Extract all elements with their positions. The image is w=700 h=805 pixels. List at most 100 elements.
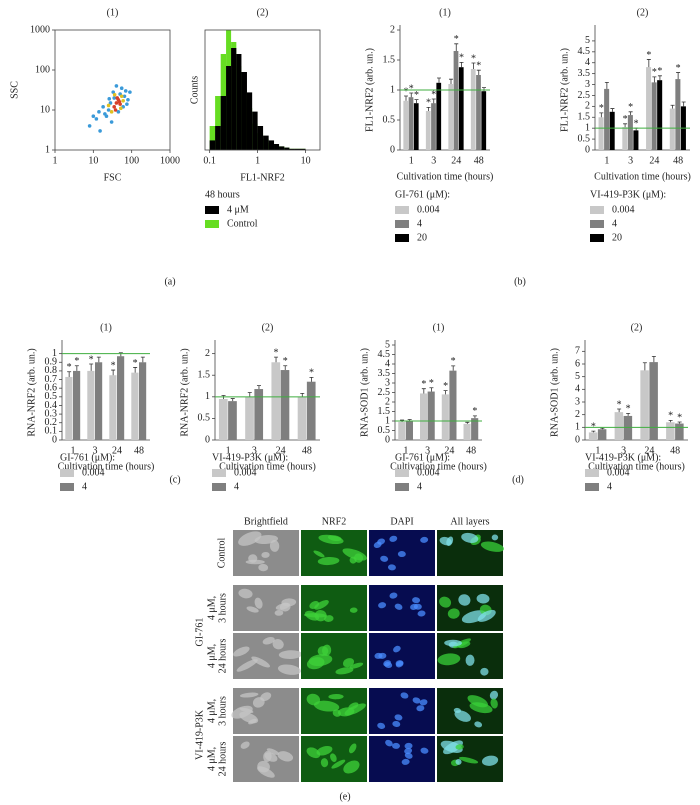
cell bbox=[444, 639, 462, 647]
significance-mark: * bbox=[89, 354, 94, 365]
bar bbox=[604, 88, 610, 150]
cell bbox=[348, 702, 359, 710]
bar bbox=[470, 69, 476, 150]
histogram-bar bbox=[268, 140, 275, 150]
scatter-point bbox=[117, 100, 122, 104]
cell bbox=[313, 700, 340, 712]
error-bar bbox=[628, 111, 633, 116]
bar bbox=[666, 422, 675, 440]
x-axis-label: Cultivation time (hours) bbox=[58, 461, 155, 472]
bar bbox=[420, 393, 428, 440]
legend-swatch bbox=[590, 206, 604, 214]
cell bbox=[349, 662, 364, 669]
significance-mark: * bbox=[404, 86, 409, 97]
cell bbox=[420, 536, 429, 543]
significance-mark: * bbox=[617, 399, 622, 410]
y-tick-label: 0 bbox=[385, 434, 390, 445]
y-tick-label: 0.9 bbox=[45, 357, 58, 368]
cell bbox=[461, 532, 479, 543]
cell bbox=[343, 760, 360, 774]
error-bar bbox=[681, 101, 686, 107]
cell bbox=[277, 751, 294, 762]
histogram-bar bbox=[289, 148, 295, 150]
x-axis-label: FL1-NRF2 bbox=[240, 172, 284, 183]
y-tick-label: 1 bbox=[575, 422, 580, 433]
y-tick-label: 0.6 bbox=[45, 382, 58, 393]
cell bbox=[374, 652, 383, 659]
y-tick-label: 2 bbox=[390, 24, 395, 35]
significance-mark: * bbox=[409, 83, 414, 94]
significance-mark: * bbox=[634, 118, 639, 129]
x-tick-label: 3 bbox=[628, 155, 633, 166]
bar bbox=[633, 130, 639, 150]
error-bar bbox=[454, 43, 459, 51]
y-axis-label: RNA-NRF2 (arb. un.) bbox=[26, 348, 37, 436]
histogram-bar bbox=[263, 135, 269, 150]
cell bbox=[309, 600, 320, 609]
cell bbox=[477, 609, 496, 622]
scatter-point bbox=[97, 110, 101, 114]
cell bbox=[320, 758, 329, 768]
bar bbox=[622, 127, 628, 150]
scatter-point bbox=[116, 110, 121, 114]
x-tick-label: 24 bbox=[451, 155, 461, 166]
chart-title: (2) bbox=[631, 322, 643, 333]
cell bbox=[480, 667, 489, 676]
x-tick-label: 48 bbox=[670, 445, 680, 456]
x-tick-label: 1 bbox=[255, 155, 260, 166]
cell bbox=[395, 660, 404, 667]
error-bar bbox=[404, 95, 408, 101]
x-tick-label: 24 bbox=[644, 445, 654, 456]
scatter-point bbox=[108, 101, 113, 105]
legend-swatch bbox=[590, 220, 604, 228]
x-axis-label: Cultivation time (hours) bbox=[594, 171, 691, 182]
legend-label: 0.004 bbox=[607, 467, 630, 478]
cell bbox=[404, 747, 413, 755]
cell bbox=[306, 747, 321, 759]
error-bar bbox=[426, 107, 431, 111]
bar bbox=[657, 80, 663, 150]
histogram-bar bbox=[215, 96, 221, 150]
cell bbox=[342, 658, 355, 668]
bar bbox=[95, 362, 103, 440]
chart-title: (1) bbox=[433, 322, 445, 333]
error-bar bbox=[472, 415, 477, 419]
legend-swatch bbox=[212, 483, 226, 491]
significance-mark: * bbox=[599, 103, 604, 114]
legend-swatch bbox=[205, 206, 219, 214]
x-tick-label: 48 bbox=[134, 445, 144, 456]
bar bbox=[588, 432, 598, 440]
significance-mark: * bbox=[472, 406, 477, 417]
x-tick-label: 3 bbox=[431, 155, 436, 166]
bar bbox=[640, 370, 649, 440]
micrograph bbox=[437, 585, 503, 631]
cell bbox=[330, 753, 337, 762]
cell bbox=[327, 535, 342, 542]
y-tick-label: 0.8 bbox=[45, 365, 58, 376]
x-tick-label: 24 bbox=[649, 155, 659, 166]
cell bbox=[416, 705, 425, 712]
scatter-point bbox=[115, 96, 120, 100]
bar bbox=[254, 389, 264, 440]
cell bbox=[480, 541, 505, 552]
scatter-point bbox=[121, 98, 125, 103]
significance-mark: * bbox=[676, 63, 681, 74]
bar bbox=[109, 375, 117, 440]
bar bbox=[675, 79, 681, 150]
y-tick-label: 0 bbox=[585, 144, 590, 155]
x-axis-label: Cultivation time (hours) bbox=[588, 461, 685, 472]
significance-mark: * bbox=[426, 98, 431, 109]
cell bbox=[313, 550, 325, 558]
micrograph bbox=[301, 633, 367, 679]
cell bbox=[263, 750, 272, 763]
cell bbox=[238, 531, 262, 546]
bar bbox=[651, 82, 657, 150]
cell bbox=[410, 603, 418, 610]
error-bar bbox=[421, 388, 426, 394]
y-tick-label: 2 bbox=[585, 101, 590, 112]
bar bbox=[408, 97, 414, 150]
y-tick-label: 5 bbox=[585, 35, 590, 46]
cell bbox=[353, 553, 364, 563]
bar bbox=[598, 117, 604, 150]
